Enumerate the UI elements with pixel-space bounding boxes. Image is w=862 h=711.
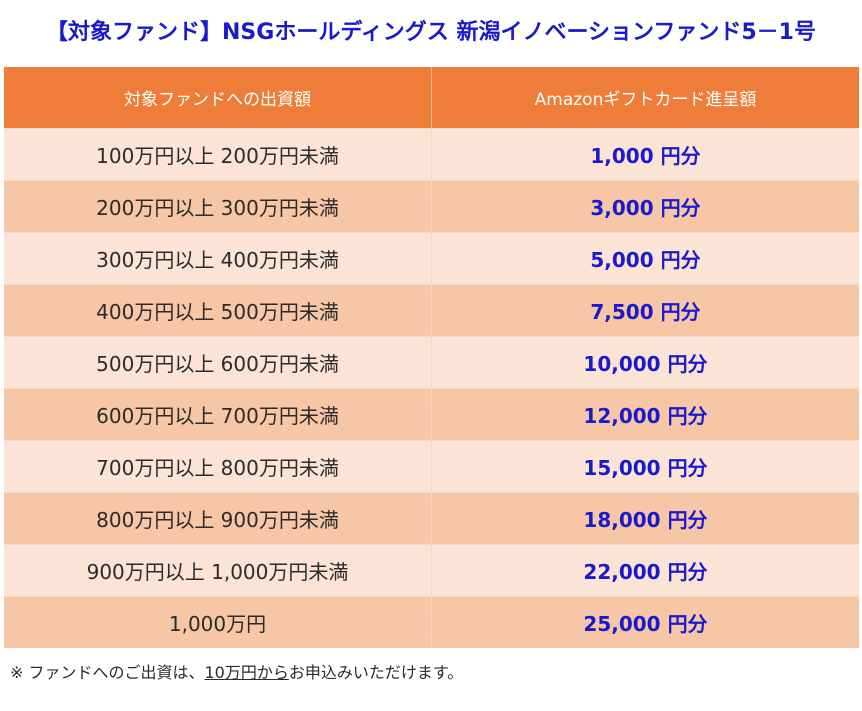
investment-amount-cell: 800万円以上 900万円未満 [4,492,432,545]
investment-amount-cell: 100万円以上 200万円未満 [4,128,432,181]
investment-amount-cell: 200万円以上 300万円未満 [4,180,432,233]
gift-card-amount-cell: 3,000 円分 [431,180,859,233]
table-row: 700万円以上 800万円未満 15,000 円分 [4,440,859,493]
table-row: 1,000万円 25,000 円分 [4,596,859,648]
table-row: 300万円以上 400万円未満 5,000 円分 [4,232,859,285]
gift-card-amount-cell: 5,000 円分 [431,232,859,285]
gift-card-amount-cell: 10,000 円分 [431,336,859,389]
investment-amount-cell: 700万円以上 800万円未満 [4,440,432,493]
footnote: ※ ファンドへのご出資は、10万円からお申込みいただけます。 [10,659,463,683]
investment-amount-cell: 600万円以上 700万円未満 [4,388,432,441]
gift-card-amount-cell: 12,000 円分 [431,388,859,441]
header-investment-amount: 対象ファンドへの出資額 [4,67,432,129]
footnote-suffix: お申込みいただけます。 [288,663,464,682]
investment-amount-cell: 400万円以上 500万円未満 [4,284,432,337]
page-title: 【対象ファンド】NSGホールディングス 新潟イノベーションファンド5－1号 [46,20,816,45]
table-row: 100万円以上 200万円未満 1,000 円分 [4,128,859,181]
gift-card-amount-cell: 7,500 円分 [431,284,859,337]
gift-card-amount-cell: 18,000 円分 [431,492,859,545]
footnote-prefix: ※ ファンドへのご出資は、 [10,663,205,682]
gift-card-amount-cell: 25,000 円分 [431,596,859,648]
header-gift-card-amount: Amazonギフトカード進呈額 [431,67,859,129]
gift-card-amount-cell: 22,000 円分 [431,544,859,597]
investment-amount-cell: 300万円以上 400万円未満 [4,232,432,285]
table-row: 400万円以上 500万円未満 7,500 円分 [4,284,859,337]
gift-card-amount-cell: 1,000 円分 [431,128,859,181]
investment-amount-cell: 500万円以上 600万円未満 [4,336,432,389]
table-header-row: 対象ファンドへの出資額 Amazonギフトカード進呈額 [4,67,859,129]
table-row: 600万円以上 700万円未満 12,000 円分 [4,388,859,441]
gift-card-amount-cell: 15,000 円分 [431,440,859,493]
table-row: 900万円以上 1,000万円未満 22,000 円分 [4,544,859,597]
table-row: 800万円以上 900万円未満 18,000 円分 [4,492,859,545]
table-row: 500万円以上 600万円未満 10,000 円分 [4,336,859,389]
footnote-minimum-amount: 10万円から [204,663,289,682]
investment-amount-cell: 900万円以上 1,000万円未満 [4,544,432,597]
reward-table: 対象ファンドへの出資額 Amazonギフトカード進呈額 100万円以上 200万… [4,67,859,648]
table-row: 200万円以上 300万円未満 3,000 円分 [4,180,859,233]
investment-amount-cell: 1,000万円 [4,596,432,648]
